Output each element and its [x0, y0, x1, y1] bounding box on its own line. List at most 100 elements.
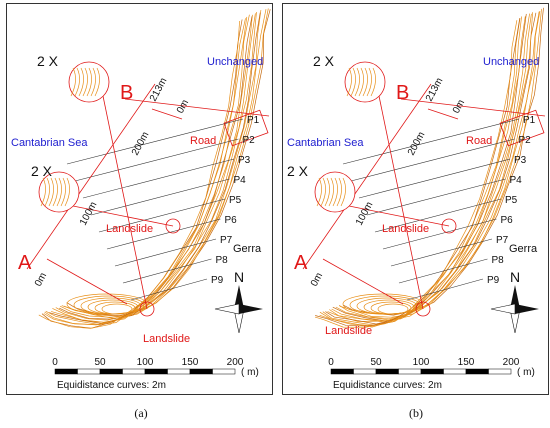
zoom-leader: [72, 205, 174, 227]
zoom-contour: [56, 177, 62, 207]
axis-a-tick: [46, 258, 128, 305]
contour-line: [327, 13, 530, 322]
zoom-contour: [60, 177, 66, 207]
contour-line: [322, 16, 526, 326]
unchanged-label: Unchanged: [483, 56, 539, 68]
scale-segment: [122, 368, 146, 375]
zoom-contour: [70, 67, 76, 97]
scale-tick-label: 50: [94, 357, 106, 368]
zoom-target: [415, 301, 431, 317]
map-panel-a: 2 X 2 X Unchanged Cantabrian Sea Road B …: [6, 3, 273, 395]
zoom-circle: [68, 61, 110, 103]
zoom-contour: [86, 67, 92, 97]
profile-label-p2: P2: [243, 135, 256, 146]
profile-line-p3: [358, 158, 511, 199]
zoom-leader: [348, 205, 450, 227]
profile-line-p9: [406, 278, 484, 301]
axis-a-tick: [322, 258, 404, 305]
zoom-contour: [362, 67, 368, 97]
gerra-label: Gerra: [509, 243, 538, 255]
zoom-contour: [64, 177, 70, 207]
contour-line: [101, 303, 133, 315]
road-label: Road: [190, 135, 216, 147]
zoom-leader: [378, 95, 424, 310]
zoom-contour: [90, 67, 96, 97]
equidistance-label: Equidistance curves: 2m: [57, 380, 166, 391]
profile-line-p3: [82, 158, 235, 199]
scale-unit: ( m): [241, 367, 259, 378]
profile-label-p3: P3: [514, 155, 527, 166]
contour-line: [45, 14, 250, 325]
profile-label-p4: P4: [510, 175, 523, 186]
profile-line-p6: [382, 218, 497, 250]
profile-end-a: A: [18, 252, 32, 274]
zoom-contour: [40, 177, 46, 207]
scale-segment: [488, 368, 512, 375]
scale-segment: [443, 368, 467, 375]
north-arrow: [490, 285, 539, 334]
north-label: N: [234, 269, 244, 285]
scale-segment: [167, 368, 191, 375]
scale-tick-label: 0: [52, 357, 58, 368]
zoom-label-top: 2 X: [313, 53, 335, 69]
zoom-contour: [328, 177, 334, 207]
zoom-contour: [52, 177, 58, 207]
zoom-label-mid: 2 X: [31, 163, 53, 179]
scale-tick-label: 50: [370, 357, 382, 368]
zoom-contour: [324, 177, 330, 207]
axis-b-tick: [151, 108, 183, 120]
west-arrow-needle: [214, 303, 240, 315]
profile-end-b: B: [120, 82, 133, 104]
scale-tick-label: 100: [137, 357, 154, 368]
zoom-leader: [102, 95, 148, 310]
profile-lines: [342, 118, 520, 301]
contour-line: [329, 13, 532, 323]
axis-b: [400, 98, 546, 117]
profile-line-p2: [350, 138, 515, 182]
east-arrow-needle: [239, 304, 263, 314]
scale-bar: 0 50 100 150 200: [328, 357, 520, 375]
road-box: [499, 109, 545, 147]
distance-label-200: 200m: [406, 130, 427, 157]
contour-line: [335, 11, 540, 321]
distance-label-a-0: 0m: [309, 271, 325, 288]
axis-b-tick: [427, 108, 459, 120]
zoom-label-mid: 2 X: [287, 163, 309, 179]
scale-bar: 0 50 100 150 200: [52, 357, 244, 375]
scale-segment: [375, 368, 399, 375]
profile-label-p9: P9: [487, 275, 500, 286]
axis-a: [26, 83, 156, 270]
scale-segment: [330, 368, 354, 375]
profile-line-p4: [90, 178, 230, 216]
contour-line: [332, 12, 537, 322]
contour-line: [339, 8, 542, 318]
zoom-contour: [346, 67, 352, 97]
contour-line: [63, 8, 269, 317]
profile-label-p1: P1: [247, 115, 260, 126]
scale-segment: [99, 368, 123, 375]
zoom-target: [441, 218, 457, 234]
scale-tick-label: 200: [503, 357, 520, 368]
contour-line: [43, 18, 246, 326]
scale-segment: [420, 368, 444, 375]
profile-line-p6: [106, 218, 221, 250]
scale-tick-label: 200: [227, 357, 244, 368]
sea-label: Cantabrian Sea: [11, 137, 88, 149]
profile-line-p5: [98, 198, 226, 233]
zoom-target: [165, 218, 181, 234]
east-arrow-needle: [515, 304, 539, 314]
scale-segment: [189, 368, 213, 375]
landslide-label-1: Landslide: [106, 223, 153, 235]
distance-label-b-0: 0m: [175, 98, 191, 115]
profile-label-p9: P9: [211, 275, 224, 286]
scale-tick-label: 150: [458, 357, 475, 368]
scale-segment: [77, 368, 101, 375]
profile-label-p1: P1: [523, 115, 536, 126]
profile-number-labels: P1 P2 P3 P4 P5 P6 P7 P8 P9: [211, 115, 260, 286]
profile-label-p8: P8: [492, 255, 505, 266]
zoom-label-top: 2 X: [37, 53, 59, 69]
profile-line-p4: [366, 178, 506, 216]
scale-segment: [398, 368, 422, 375]
north-arrow-needle: [510, 285, 520, 309]
contour-line: [338, 11, 541, 320]
